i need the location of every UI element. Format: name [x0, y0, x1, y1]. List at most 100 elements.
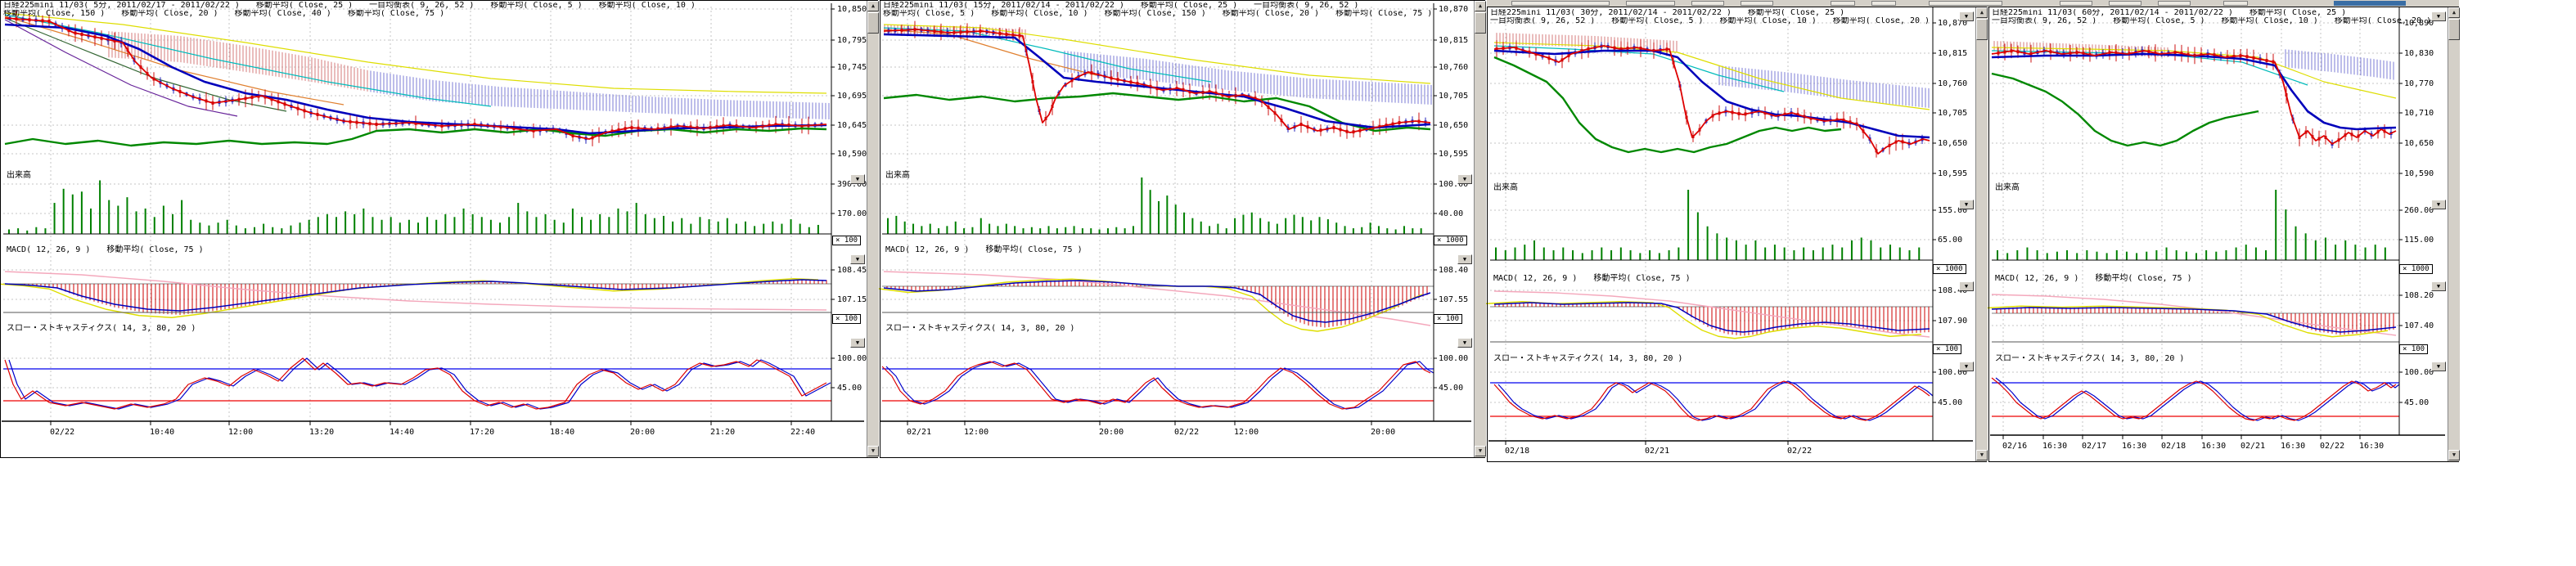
- dropdown-arrow-icon: ▼: [2436, 13, 2441, 20]
- x-axis-label: 16:30: [2201, 442, 2227, 451]
- x-axis-label: 16:30: [2359, 442, 2385, 451]
- scroll-down-icon[interactable]: ▼: [1976, 450, 1988, 460]
- stoch-axis-label: 45.00: [837, 384, 862, 393]
- pane-dropdown-button[interactable]: ▼: [2431, 200, 2446, 209]
- pane-dropdown-button[interactable]: ▼: [1959, 200, 1974, 209]
- price-axis-label: 10,890: [2404, 19, 2434, 28]
- scroll-up-icon[interactable]: ▲: [1475, 1, 1486, 11]
- price-axis-label: 10,760: [1439, 63, 1469, 72]
- pane-dropdown-button[interactable]: ▼: [850, 254, 865, 264]
- price-axis-label: 10,850: [837, 5, 867, 14]
- x-axis-label: 02/21: [2240, 442, 2266, 451]
- pane-dropdown-button[interactable]: ▼: [1457, 174, 1472, 184]
- price-axis-label: 10,815: [1938, 49, 1968, 58]
- volume-axis-label: 100.00: [1439, 180, 1469, 189]
- panel-scrollbar[interactable]: ▲ ▼: [1975, 7, 1988, 461]
- toolbar-button[interactable]: [1929, 1, 2002, 6]
- toolbar-button[interactable]: [2223, 1, 2248, 6]
- toolbar-button[interactable]: [2060, 1, 2092, 6]
- macd-axis-label: 108.40: [1439, 266, 1469, 275]
- dropdown-arrow-icon: ▼: [855, 256, 860, 263]
- pane-dropdown-button[interactable]: ▼: [1959, 362, 1974, 371]
- toolbar-button[interactable]: [1626, 1, 1675, 6]
- volume-axis-label: 170.00: [837, 209, 867, 218]
- panel-title-line2: 移動平均( Close, 150 ) 移動平均( Close, 20 ) 移動平…: [3, 10, 445, 18]
- pane-dropdown-button[interactable]: ▼: [1959, 281, 1974, 291]
- macd-axis-label: 108.45: [837, 266, 867, 275]
- pane-label-volume: 出来高: [1493, 183, 1518, 192]
- panel-title-line2: 一目均衡表( 9, 26, 52 ) 移動平均( Close, 5 ) 移動平均…: [1992, 17, 2432, 25]
- volume-axis-label: 65.00: [1938, 236, 1963, 245]
- pane-dropdown-button[interactable]: ▼: [850, 338, 865, 348]
- pane-label-stochastics: スロー・ストキャスティクス( 14, 3, 80, 20 ): [1995, 354, 2185, 363]
- scrollbar-thumb[interactable]: [2448, 19, 2460, 40]
- toolbar-selected-item[interactable]: [2334, 1, 2406, 6]
- toolbar-button[interactable]: [1511, 1, 1610, 6]
- x-axis-label: 10:40: [150, 428, 175, 437]
- toolbar-button[interactable]: [1871, 1, 1896, 6]
- pane-dropdown-button[interactable]: ▼: [2431, 362, 2446, 371]
- price-axis-label: 10,770: [2404, 79, 2434, 88]
- pane-dropdown-button[interactable]: ▼: [1959, 11, 1974, 21]
- x-axis-label: 20:00: [1371, 428, 1396, 437]
- dropdown-arrow-icon: ▼: [1964, 201, 1969, 208]
- chart-panel-15min: 日経225mini 11/03( 15分, 2011/02/14 - 2011/…: [880, 0, 1486, 458]
- scroll-down-icon[interactable]: ▼: [2448, 450, 2460, 460]
- panel-scrollbar[interactable]: ▲ ▼: [1474, 1, 1486, 457]
- toolbar-button[interactable]: [1741, 1, 1773, 6]
- volume-multiplier-badge: × 1000: [2399, 264, 2433, 274]
- scrollbar-thumb[interactable]: [867, 12, 879, 34]
- toolbar-button[interactable]: [2109, 1, 2141, 6]
- dropdown-arrow-icon: ▼: [1964, 363, 1969, 370]
- price-axis-label: 10,650: [1439, 121, 1469, 130]
- price-axis-label: 10,710: [2404, 109, 2434, 118]
- x-axis-label: 12:00: [1234, 428, 1259, 437]
- x-axis-label: 02/22: [50, 428, 75, 437]
- price-axis-label: 10,830: [2404, 49, 2434, 58]
- scroll-down-icon[interactable]: ▼: [867, 446, 879, 456]
- scrollbar-thumb[interactable]: [1475, 12, 1486, 34]
- scroll-up-icon[interactable]: ▲: [1976, 7, 1988, 18]
- pane-dropdown-button[interactable]: ▼: [2431, 281, 2446, 291]
- panel-title-line2: 移動平均( Close, 5 ) 移動平均( Close, 10 ) 移動平均(…: [883, 10, 1433, 18]
- pane-label-stochastics: スロー・ストキャスティクス( 14, 3, 80, 20 ): [1493, 354, 1683, 363]
- price-axis-label: 10,705: [1938, 109, 1968, 118]
- scrollbar-thumb[interactable]: [1976, 19, 1988, 40]
- macd-axis-label: 107.55: [1439, 295, 1469, 304]
- macd-axis-label: 107.90: [1938, 317, 1968, 326]
- macd-axis-label: 107.40: [2404, 321, 2434, 330]
- price-axis-label: 10,795: [837, 36, 867, 45]
- pane-dropdown-button[interactable]: ▼: [850, 174, 865, 184]
- dropdown-arrow-icon: ▼: [2436, 363, 2441, 370]
- dropdown-arrow-icon: ▼: [2436, 201, 2441, 208]
- price-axis-label: 10,745: [837, 63, 867, 72]
- scroll-up-icon[interactable]: ▲: [2448, 7, 2460, 18]
- volume-axis-label: 155.00: [1938, 206, 1968, 215]
- price-axis-label: 10,645: [837, 121, 867, 130]
- x-axis-label: 02/17: [2082, 442, 2107, 451]
- pane-label-volume: 出来高: [885, 171, 910, 180]
- toolbar-button[interactable]: [1831, 1, 1855, 6]
- pane-dropdown-button[interactable]: ▼: [1457, 338, 1472, 348]
- panel-title-line1: 日経225mini 11/03( 30分, 2011/02/14 - 2011/…: [1490, 9, 1845, 17]
- macd-multiplier-badge: × 100: [2399, 344, 2429, 354]
- price-axis-label: 10,815: [1439, 36, 1469, 45]
- pane-dropdown-button[interactable]: ▼: [2431, 11, 2446, 21]
- x-axis-label: 02/18: [2161, 442, 2186, 451]
- toolbar-button[interactable]: [1691, 1, 1724, 6]
- pane-label-macd: MACD( 12, 26, 9 ) 移動平均( Close, 75 ): [885, 245, 1083, 254]
- volume-multiplier-badge: × 1000: [1434, 236, 1467, 245]
- scroll-down-icon[interactable]: ▼: [1475, 446, 1486, 456]
- panel-scrollbar[interactable]: ▲ ▼: [2448, 7, 2460, 461]
- price-axis-label: 10,705: [1439, 92, 1469, 101]
- toolbar-button[interactable]: [2158, 1, 2191, 6]
- volume-axis-label: 260.00: [2404, 206, 2434, 215]
- x-axis-label: 16:30: [2122, 442, 2147, 451]
- x-axis-label: 02/16: [2002, 442, 2028, 451]
- pane-label-stochastics: スロー・ストキャスティクス( 14, 3, 80, 20 ): [7, 324, 196, 333]
- panel-scrollbar[interactable]: ▲ ▼: [867, 1, 879, 457]
- scroll-up-icon[interactable]: ▲: [867, 1, 879, 11]
- pane-dropdown-button[interactable]: ▼: [1457, 254, 1472, 264]
- x-axis-label: 14:40: [390, 428, 415, 437]
